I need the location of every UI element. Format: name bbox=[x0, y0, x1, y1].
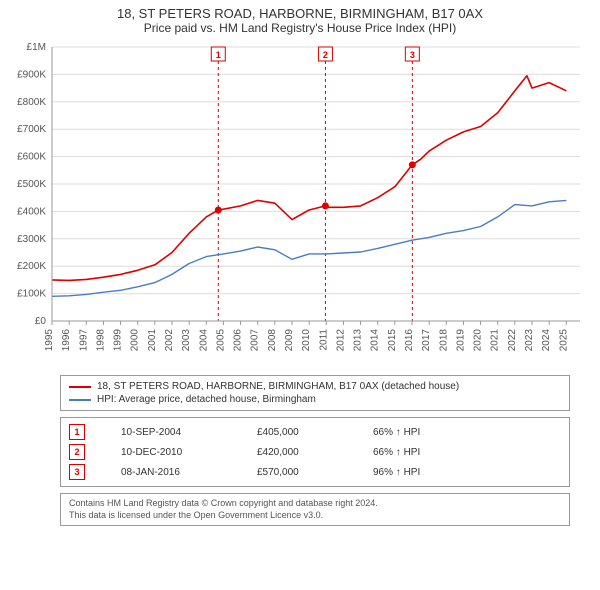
svg-text:2005: 2005 bbox=[215, 329, 226, 352]
credits: Contains HM Land Registry data © Crown c… bbox=[60, 493, 570, 526]
svg-text:£800K: £800K bbox=[17, 97, 46, 108]
svg-text:1997: 1997 bbox=[78, 329, 89, 352]
credits-line2: This data is licensed under the Open Gov… bbox=[69, 510, 561, 522]
svg-text:1996: 1996 bbox=[61, 329, 72, 352]
svg-text:2012: 2012 bbox=[335, 329, 346, 352]
svg-text:£400K: £400K bbox=[17, 206, 46, 217]
event-marker: 3 bbox=[69, 464, 85, 480]
svg-text:2017: 2017 bbox=[421, 329, 432, 352]
svg-text:2004: 2004 bbox=[198, 329, 209, 352]
event-hpi: 66% ↑ HPI bbox=[373, 447, 561, 458]
event-date: 10-SEP-2004 bbox=[121, 427, 221, 438]
svg-text:£0: £0 bbox=[35, 316, 47, 327]
events-table: 1 10-SEP-2004 £405,000 66% ↑ HPI 2 10-DEC-201… bbox=[60, 417, 570, 487]
event-marker: 2 bbox=[69, 444, 85, 460]
event-row: 3 08-JAN-2016 £570,000 96% ↑ HPI bbox=[69, 462, 561, 482]
event-date: 10-DEC-2010 bbox=[121, 447, 221, 458]
svg-text:2018: 2018 bbox=[438, 329, 449, 352]
chart-plot: £0 £100K £200K £300K £400K £500K £600K £700K £80… bbox=[0, 39, 600, 369]
event-price: £405,000 bbox=[257, 427, 337, 438]
svg-text:£500K: £500K bbox=[17, 179, 46, 190]
svg-text:2020: 2020 bbox=[473, 329, 484, 352]
svg-text:£300K: £300K bbox=[17, 234, 46, 245]
svg-text:2007: 2007 bbox=[250, 329, 261, 352]
svg-text:2015: 2015 bbox=[387, 329, 398, 352]
legend-swatch bbox=[69, 399, 91, 401]
svg-text:3: 3 bbox=[410, 50, 415, 60]
svg-text:2008: 2008 bbox=[267, 329, 278, 352]
svg-text:2000: 2000 bbox=[130, 329, 141, 352]
svg-text:2009: 2009 bbox=[284, 329, 295, 352]
event-date: 08-JAN-2016 bbox=[121, 467, 221, 478]
legend: 18, ST PETERS ROAD, HARBORNE, BIRMINGHAM… bbox=[60, 375, 570, 411]
svg-text:2001: 2001 bbox=[147, 329, 158, 352]
svg-text:2006: 2006 bbox=[233, 329, 244, 352]
svg-text:1995: 1995 bbox=[44, 329, 55, 352]
svg-text:2014: 2014 bbox=[370, 329, 381, 352]
svg-text:£100K: £100K bbox=[17, 289, 46, 300]
event-row: 1 10-SEP-2004 £405,000 66% ↑ HPI bbox=[69, 422, 561, 442]
chart-title-line2: Price paid vs. HM Land Registry's House … bbox=[0, 21, 600, 39]
credits-line1: Contains HM Land Registry data © Crown c… bbox=[69, 498, 561, 510]
chart-title-line1: 18, ST PETERS ROAD, HARBORNE, BIRMINGHAM… bbox=[0, 0, 600, 21]
legend-label: HPI: Average price, detached house, Birm… bbox=[97, 394, 316, 405]
svg-text:2: 2 bbox=[323, 50, 328, 60]
svg-text:£1M: £1M bbox=[27, 42, 46, 53]
legend-row: 18, ST PETERS ROAD, HARBORNE, BIRMINGHAM… bbox=[69, 380, 561, 393]
svg-text:£700K: £700K bbox=[17, 124, 46, 135]
house-price-chart: 18, ST PETERS ROAD, HARBORNE, BIRMINGHAM… bbox=[0, 0, 600, 526]
svg-text:2010: 2010 bbox=[301, 329, 312, 352]
svg-text:2019: 2019 bbox=[455, 329, 466, 352]
event-marker: 1 bbox=[69, 424, 85, 440]
legend-label: 18, ST PETERS ROAD, HARBORNE, BIRMINGHAM… bbox=[97, 381, 459, 392]
svg-text:£900K: £900K bbox=[17, 69, 46, 80]
svg-text:1999: 1999 bbox=[113, 329, 124, 352]
svg-text:2025: 2025 bbox=[558, 329, 569, 352]
svg-text:2022: 2022 bbox=[507, 329, 518, 352]
svg-text:2021: 2021 bbox=[490, 329, 501, 352]
svg-text:2016: 2016 bbox=[404, 329, 415, 352]
event-price: £420,000 bbox=[257, 447, 337, 458]
svg-text:1: 1 bbox=[216, 50, 221, 60]
svg-text:2024: 2024 bbox=[541, 329, 552, 352]
event-row: 2 10-DEC-2010 £420,000 66% ↑ HPI bbox=[69, 442, 561, 462]
legend-row: HPI: Average price, detached house, Birm… bbox=[69, 393, 561, 406]
event-hpi: 96% ↑ HPI bbox=[373, 467, 561, 478]
svg-text:£600K: £600K bbox=[17, 152, 46, 163]
event-price: £570,000 bbox=[257, 467, 337, 478]
legend-swatch bbox=[69, 386, 91, 388]
svg-text:2011: 2011 bbox=[318, 329, 329, 351]
svg-text:2013: 2013 bbox=[353, 329, 364, 352]
svg-text:2023: 2023 bbox=[524, 329, 535, 352]
event-hpi: 66% ↑ HPI bbox=[373, 427, 561, 438]
svg-text:1998: 1998 bbox=[95, 329, 106, 352]
svg-text:2003: 2003 bbox=[181, 329, 192, 352]
svg-text:£200K: £200K bbox=[17, 261, 46, 272]
svg-text:2002: 2002 bbox=[164, 329, 175, 352]
